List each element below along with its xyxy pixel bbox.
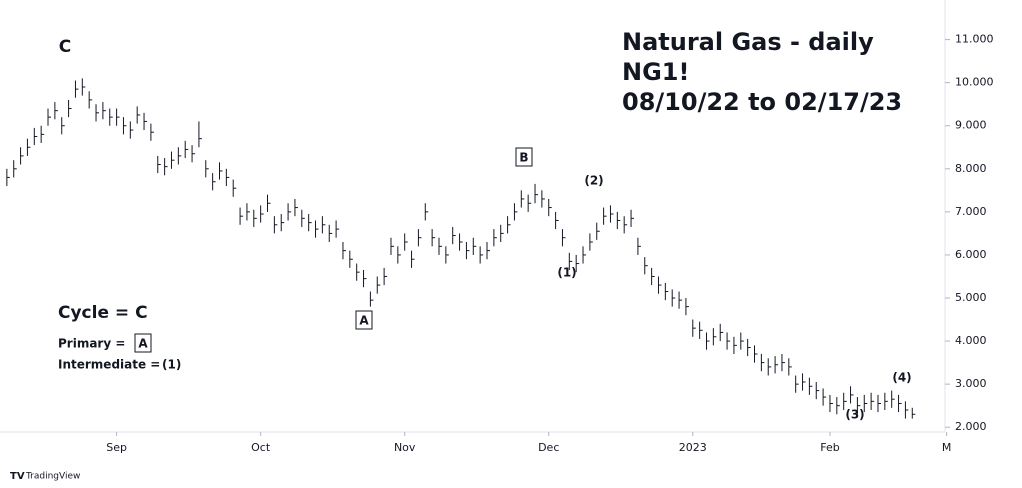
x-tick-label: Feb <box>820 441 839 454</box>
wave-label: (3) <box>845 408 864 422</box>
y-tick-label: 5.000 <box>955 291 987 304</box>
label-box <box>355 310 373 330</box>
legend-intermediate-mark: (1) <box>162 358 181 372</box>
legend-cycle: Cycle = C <box>58 303 148 323</box>
x-tick-label: 2023 <box>679 441 707 454</box>
logo: TV <box>10 471 25 482</box>
x-tick-label: M <box>942 441 952 454</box>
legend-intermediate: Intermediate = <box>58 358 160 372</box>
y-tick-label: 8.000 <box>955 162 987 175</box>
y-tick-label: 10.000 <box>955 76 994 89</box>
wave-label: (1) <box>557 266 576 280</box>
title-line: Natural Gas - daily <box>622 28 874 56</box>
y-tick-label: 3.000 <box>955 377 987 390</box>
wave-label: A <box>359 314 369 328</box>
legend-primary-mark: A <box>138 337 148 351</box>
y-tick-label: 4.000 <box>955 334 987 347</box>
legend-primary: Primary = <box>58 337 125 351</box>
title-line: 08/10/22 to 02/17/23 <box>622 88 902 116</box>
y-tick-label: 9.000 <box>955 119 987 132</box>
title-line: NG1! <box>622 58 689 86</box>
x-tick-label: Oct <box>251 441 271 454</box>
x-tick-label: Nov <box>394 441 416 454</box>
x-tick-label: Dec <box>538 441 559 454</box>
y-tick-label: 7.000 <box>955 205 987 218</box>
x-tick-label: Sep <box>106 441 127 454</box>
label-box <box>134 333 152 353</box>
y-tick-label: 6.000 <box>955 248 987 261</box>
y-tick-label: 11.000 <box>955 33 994 46</box>
wave-label: C <box>59 37 71 57</box>
wave-label: (4) <box>892 371 911 385</box>
y-tick-label: 2.000 <box>955 420 987 433</box>
wave-label: (2) <box>584 174 603 188</box>
watermark: TradingView <box>25 472 80 482</box>
wave-label: B <box>519 151 528 165</box>
label-box <box>515 147 533 167</box>
